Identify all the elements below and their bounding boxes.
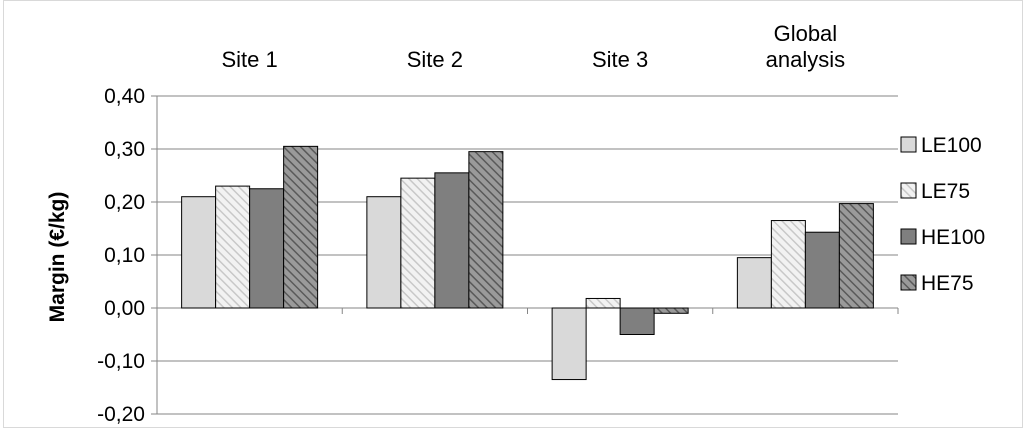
bar-le100-3	[736, 257, 772, 309]
y-tick-label: -0,10	[97, 350, 145, 373]
labels: 0,40 0,30 0,20 0,10 0,00 -0,10 -0,20 Margin (€/…	[46, 21, 845, 426]
bar-le75-3	[770, 220, 806, 309]
legend-label-le75: LE75	[921, 180, 970, 203]
category-label: Site 3	[592, 47, 648, 72]
category-label: Global analysis	[766, 21, 845, 72]
bar-le75-2	[585, 297, 621, 309]
legend-label-he75: HE75	[921, 272, 974, 295]
y-tick-label: -0,20	[97, 403, 145, 426]
bars	[181, 145, 874, 381]
bar-he75-3	[838, 203, 874, 309]
legend-swatch-he75	[900, 274, 917, 291]
bar-le75-1	[400, 177, 436, 309]
bar-he100-2	[619, 307, 655, 335]
bar-he100-1	[434, 172, 470, 309]
bar-he75-1	[468, 151, 504, 309]
category-label: Site 1	[221, 47, 277, 72]
bar-le100-2	[551, 307, 587, 381]
legend-label-he100: HE100	[921, 226, 985, 249]
y-tick-label: 0,30	[104, 138, 145, 161]
category-label: Site 2	[407, 47, 463, 72]
legend-swatch-he100	[900, 228, 917, 245]
y-tick-label: 0,40	[104, 85, 145, 108]
bar-he75-2	[653, 307, 689, 314]
legend-swatch-le75	[900, 182, 917, 199]
y-axis-title: Margin (€/kg)	[46, 192, 69, 323]
bar-le100-0	[181, 196, 217, 309]
bar-le100-1	[366, 196, 402, 309]
y-tick-label: 0,20	[104, 191, 145, 214]
legend-swatch-le100	[900, 136, 917, 153]
legend: LE100 LE75 HE100 HE75	[900, 134, 985, 295]
bar-he100-0	[249, 188, 285, 309]
bar-he100-3	[804, 231, 840, 309]
bar-he75-0	[283, 145, 319, 309]
bar-le75-0	[215, 185, 251, 309]
y-tick-label: 0,00	[104, 297, 145, 320]
y-tick-label: 0,10	[104, 244, 145, 267]
legend-label-le100: LE100	[921, 134, 982, 157]
